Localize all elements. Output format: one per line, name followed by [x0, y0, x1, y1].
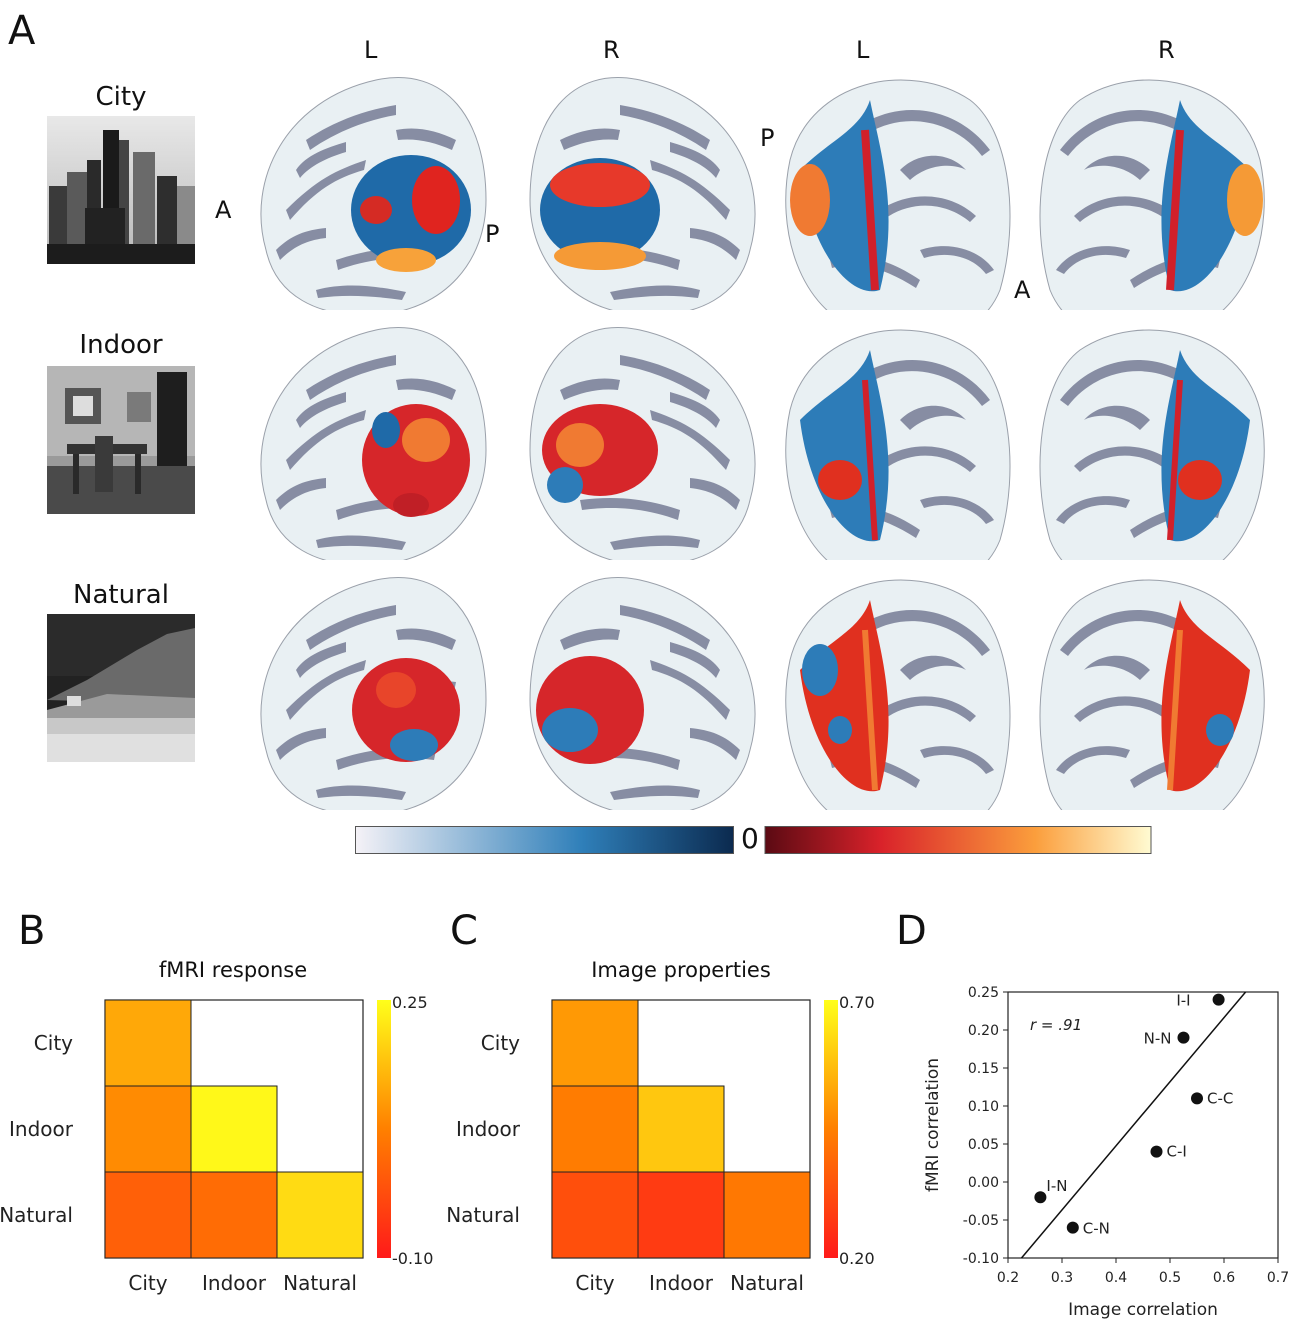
y-tick-label: 0.15 [968, 1061, 999, 1077]
indoor-right-lateral-brain [529, 327, 756, 560]
y-tick-label: 0.05 [968, 1137, 999, 1153]
image-cell-1-1 [637, 1085, 725, 1173]
natural-left-medial-brain [785, 579, 1011, 810]
image-row-label: Indoor [456, 1117, 521, 1141]
fmri-colorbar-min: -0.10 [392, 1249, 433, 1268]
row-label-indoor: Indoor [79, 330, 163, 360]
natural-right-lateral-brain [529, 577, 756, 810]
x-tick-label: 0.4 [1105, 1270, 1127, 1286]
indoor-room-photo [47, 366, 195, 514]
x-axis-label: Image correlation [1068, 1300, 1218, 1320]
fmri-cell-2-2 [276, 1171, 364, 1259]
image-colorbar-max: 0.70 [839, 993, 875, 1012]
scatter-point-label: I-I [1176, 992, 1190, 1010]
medial-posterior-label: P [760, 124, 775, 152]
correlation-scatter-plot: 0.25 0.20 0.15 0.10 0.05 0.00 -0.05 -0.10 0.2 0.3… [923, 985, 1289, 1320]
y-axis-label: fMRI correlation [923, 1058, 943, 1192]
image-cell-1-0 [551, 1085, 639, 1173]
x-tick-label: 0.3 [1051, 1270, 1073, 1286]
scatter-point [1150, 1145, 1163, 1158]
image-col-label: Indoor [649, 1271, 714, 1295]
city-right-medial-brain [1039, 79, 1265, 310]
fmri-cell-2-1 [190, 1171, 278, 1259]
fmri-col-label: Indoor [202, 1271, 267, 1295]
y-tick-label: 0.25 [968, 985, 999, 1001]
left-hemisphere-label: L [364, 36, 378, 64]
fmri-cell-2-0 [104, 1171, 192, 1259]
city-left-lateral-brain [260, 77, 487, 310]
x-tick-label: 0.6 [1213, 1270, 1235, 1286]
scatter-point [1177, 1031, 1190, 1044]
natural-left-lateral-brain [260, 577, 487, 810]
image-cell-2-1 [637, 1171, 725, 1259]
y-tick-label: 0.00 [968, 1175, 999, 1191]
fmri-cell-0-0 [104, 999, 192, 1087]
y-tick-label: -0.10 [963, 1251, 999, 1267]
natural-landscape-photo [47, 614, 195, 762]
activation-colorbar [355, 826, 1152, 854]
city-skyline-photo [47, 116, 195, 264]
fmri-colorbar [377, 1000, 391, 1258]
city-right-lateral-brain [529, 77, 756, 310]
city-left-medial-brain [785, 79, 1011, 310]
indoor-left-lateral-brain [260, 327, 487, 560]
image-cell-0-0 [551, 999, 639, 1087]
image-cell-2-0 [551, 1171, 639, 1259]
correlation-annotation: r = .91 [1030, 1016, 1082, 1034]
natural-right-medial-brain [1039, 579, 1265, 810]
fmri-row-label: City [34, 1031, 73, 1055]
image-col-label: Natural [730, 1271, 804, 1295]
image-row-label: City [481, 1031, 520, 1055]
scatter-point-label: C-I [1167, 1143, 1187, 1161]
row-label-natural: Natural [73, 580, 169, 610]
panel-label-c: C [450, 908, 478, 954]
fmri-matrix-title: fMRI response [158, 958, 308, 982]
image-colorbar [824, 1000, 838, 1258]
fmri-cell-1-1 [190, 1085, 278, 1173]
fit-line [1020, 991, 1247, 1259]
left-medial-label: L [856, 36, 870, 64]
scatter-point-label: N-N [1144, 1030, 1172, 1048]
x-tick-label: 0.5 [1159, 1270, 1181, 1286]
medial-anterior-label: A [1014, 276, 1031, 304]
image-properties-matrix: City City Indoor Indoor Natural Natural 0.70 0.… [447, 993, 875, 1295]
fmri-response-matrix: City City Indoor Indoor Natural Natural 0.25 -0… [0, 993, 433, 1295]
scatter-point-label: I-N [1046, 1177, 1067, 1195]
y-tick-label: 0.10 [968, 1099, 999, 1115]
right-hemisphere-label: R [603, 36, 620, 64]
scatter-point [1191, 1092, 1203, 1105]
panel-label-b: B [18, 908, 46, 954]
row-label-city: City [95, 82, 147, 112]
image-row-label: Natural [447, 1203, 520, 1227]
image-matrix-title: Image properties [591, 958, 771, 982]
posterior-label: P [485, 220, 500, 248]
fmri-colorbar-max: 0.25 [392, 993, 428, 1012]
image-col-label: City [575, 1271, 614, 1295]
panel-label-a: A [8, 8, 36, 54]
x-tick-label: 0.2 [997, 1270, 1019, 1286]
x-tick-label: 0.7 [1267, 1270, 1289, 1286]
scatter-point [1212, 993, 1225, 1006]
fmri-row-label: Indoor [9, 1117, 74, 1141]
indoor-right-medial-brain [1039, 329, 1265, 560]
fmri-row-label: Natural [0, 1203, 73, 1227]
fmri-cell-1-0 [104, 1085, 192, 1173]
panel-label-d: D [896, 908, 927, 954]
scatter-point [1034, 1191, 1047, 1204]
anterior-label: A [215, 196, 232, 224]
fmri-col-label: Natural [283, 1271, 357, 1295]
y-tick-label: -0.05 [963, 1213, 999, 1229]
scatter-point-label: C-C [1207, 1089, 1233, 1107]
y-tick-label: 0.20 [968, 1023, 999, 1039]
colorbar-zero-label: 0 [741, 822, 759, 855]
right-medial-label: R [1158, 36, 1175, 64]
indoor-left-medial-brain [785, 329, 1011, 560]
scatter-point [1066, 1221, 1079, 1234]
scatter-point-label: C-N [1083, 1220, 1110, 1238]
image-cell-2-2 [723, 1171, 811, 1259]
fmri-col-label: City [128, 1271, 167, 1295]
scatter-frame [1007, 991, 1279, 1259]
image-colorbar-min: 0.20 [839, 1249, 875, 1268]
